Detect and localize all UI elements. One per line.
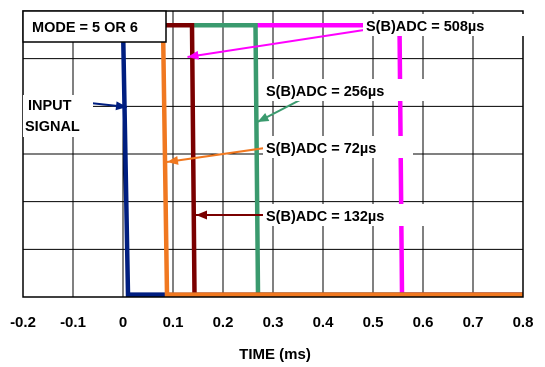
s256-label: S(B)ADC = 256µs — [266, 84, 384, 100]
s132-label: S(B)ADC = 132µs — [266, 209, 384, 225]
input-label-line2: SIGNAL — [25, 119, 80, 135]
s72-label-bg — [263, 136, 413, 158]
x-tick-label: 0 — [119, 314, 127, 331]
annotation-arrow-head — [196, 210, 207, 220]
annotation-arrows — [89, 29, 365, 220]
s72-label: S(B)ADC = 72µs — [266, 141, 376, 157]
mode-box — [22, 10, 167, 43]
x-tick-label: 0.4 — [313, 314, 335, 331]
annotation-arrow-line — [166, 147, 266, 163]
s132-label-bg — [263, 204, 425, 226]
x-tick-label: 0.8 — [513, 314, 534, 331]
x-tick-label: 0.5 — [363, 314, 384, 331]
x-tick-labels: -0.2 -0.1 0 0.1 0.2 0.3 0.4 0.5 0.6 0.7 0.8 — [10, 314, 533, 331]
s508-label-bg — [363, 14, 525, 36]
mode-label: MODE = 5 OR 6 — [32, 20, 138, 36]
x-tick-label: 0.2 — [213, 314, 234, 331]
input-label-line1: INPUT — [28, 98, 72, 114]
x-tick-label: 0.3 — [263, 314, 284, 331]
s256-label-bg — [263, 79, 425, 101]
annotation-arrow-head — [257, 112, 270, 122]
x-tick-label: -0.1 — [60, 314, 86, 331]
annotation-arrow-head — [115, 101, 127, 111]
x-tick-label: 0.1 — [163, 314, 184, 331]
annotation-arrow-head — [167, 155, 179, 165]
input-label-bg — [23, 95, 93, 137]
annotation-arrow-head — [187, 50, 200, 60]
x-tick-label: 0.7 — [463, 314, 484, 331]
annotation-arrow-line — [187, 29, 365, 58]
x-tick-label: -0.2 — [10, 314, 36, 331]
plot-frame — [22, 10, 524, 298]
x-tick-label: 0.6 — [413, 314, 434, 331]
x-axis-title: TIME (ms) — [239, 346, 311, 363]
s508-label: S(B)ADC = 508µs — [366, 19, 484, 35]
